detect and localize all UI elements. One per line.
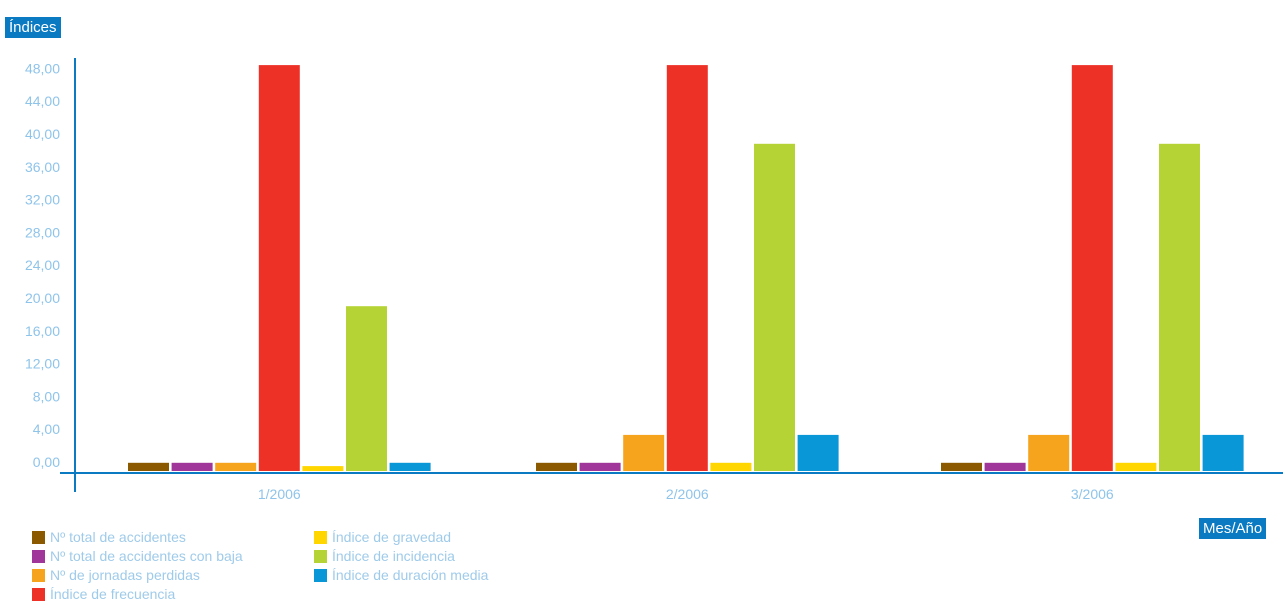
bar-1-3-2006: [941, 462, 982, 471]
y-tick-label: 12,00: [25, 356, 60, 372]
x-tick-label: 1/2006: [258, 486, 301, 502]
bar-7-3-2006: [1202, 434, 1244, 471]
legend-label: Nº de jornadas perdidas: [50, 567, 200, 583]
legend: Nº total de accidentes Nº total de accide…: [32, 528, 592, 612]
x-tick-label: 3/2006: [1071, 486, 1114, 502]
x-axis-label: Mes/Año: [1199, 518, 1267, 539]
bar-5-2-2006: [710, 462, 752, 471]
legend-item: Índice de duración media: [314, 566, 488, 584]
bar-6-2-2006: [754, 143, 795, 472]
bar-1-1-2006: [128, 462, 169, 471]
bar-5-3-2006: [1115, 462, 1157, 471]
y-tick-label: 20,00: [25, 290, 60, 306]
legend-swatch: [32, 568, 45, 582]
legend-item: Nº total de accidentes con baja: [32, 547, 243, 565]
y-tick-label: 8,00: [33, 388, 60, 404]
legend-item: Nº total de accidentes: [32, 528, 186, 546]
legend-item: Índice de frecuencia: [32, 585, 175, 603]
bar-4-2-2006: [666, 65, 708, 471]
y-tick-label: 44,00: [25, 93, 60, 109]
y-axis-label: Índices: [5, 17, 61, 38]
y-tick-labels: 0,00 4,00 8,00 12,00 16,00 20,00 24,00 28,00 32,…: [25, 60, 60, 470]
legend-swatch: [32, 549, 45, 563]
legend-label: Nº total de accidentes: [50, 529, 186, 545]
y-tick-label: 24,00: [25, 257, 60, 273]
legend-label: Nº total de accidentes con baja: [50, 548, 243, 564]
y-tick-label: 48,00: [25, 60, 60, 76]
y-tick-label: 28,00: [25, 224, 60, 240]
y-tick-label: 0,00: [33, 454, 60, 470]
x-tick-labels: 1/2006 2/2006 3/2006: [258, 486, 1114, 502]
bar-1-2-2006: [536, 462, 577, 471]
x-tick-label: 2/2006: [666, 486, 709, 502]
legend-item: Índice de gravedad: [314, 528, 451, 546]
bar-4-3-2006: [1071, 65, 1113, 471]
bar-2-3-2006: [984, 462, 1026, 471]
legend-item: Índice de incidencia: [314, 547, 455, 565]
bar-5-1-2006: [302, 466, 344, 471]
bar-6-1-2006: [346, 306, 387, 471]
y-tick-label: 16,00: [25, 323, 60, 339]
legend-item: Nº de jornadas perdidas: [32, 566, 200, 584]
bar-6-3-2006: [1159, 143, 1200, 472]
legend-label: Índice de duración media: [332, 567, 489, 583]
legend-swatch: [314, 549, 327, 563]
y-tick-label: 4,00: [33, 421, 60, 437]
bar-3-2-2006: [623, 434, 665, 471]
bar-7-1-2006: [389, 462, 431, 471]
bar-3-1-2006: [215, 462, 257, 471]
y-tick-label: 40,00: [25, 126, 60, 142]
bars: [128, 65, 1244, 472]
legend-swatch: [314, 568, 327, 582]
bar-2-2-2006: [579, 462, 621, 471]
y-tick-label: 32,00: [25, 192, 60, 208]
bar-4-1-2006: [258, 65, 300, 471]
legend-swatch: [314, 530, 327, 544]
legend-swatch: [32, 530, 45, 544]
legend-label: Índice de gravedad: [332, 529, 452, 545]
legend-label: Índice de incidencia: [332, 548, 455, 564]
bar-7-2-2006: [797, 434, 839, 471]
bar-2-1-2006: [171, 462, 213, 471]
bar-3-3-2006: [1028, 434, 1070, 471]
legend-label: Índice de frecuencia: [50, 586, 176, 602]
y-tick-label: 36,00: [25, 159, 60, 175]
legend-swatch: [32, 587, 45, 601]
